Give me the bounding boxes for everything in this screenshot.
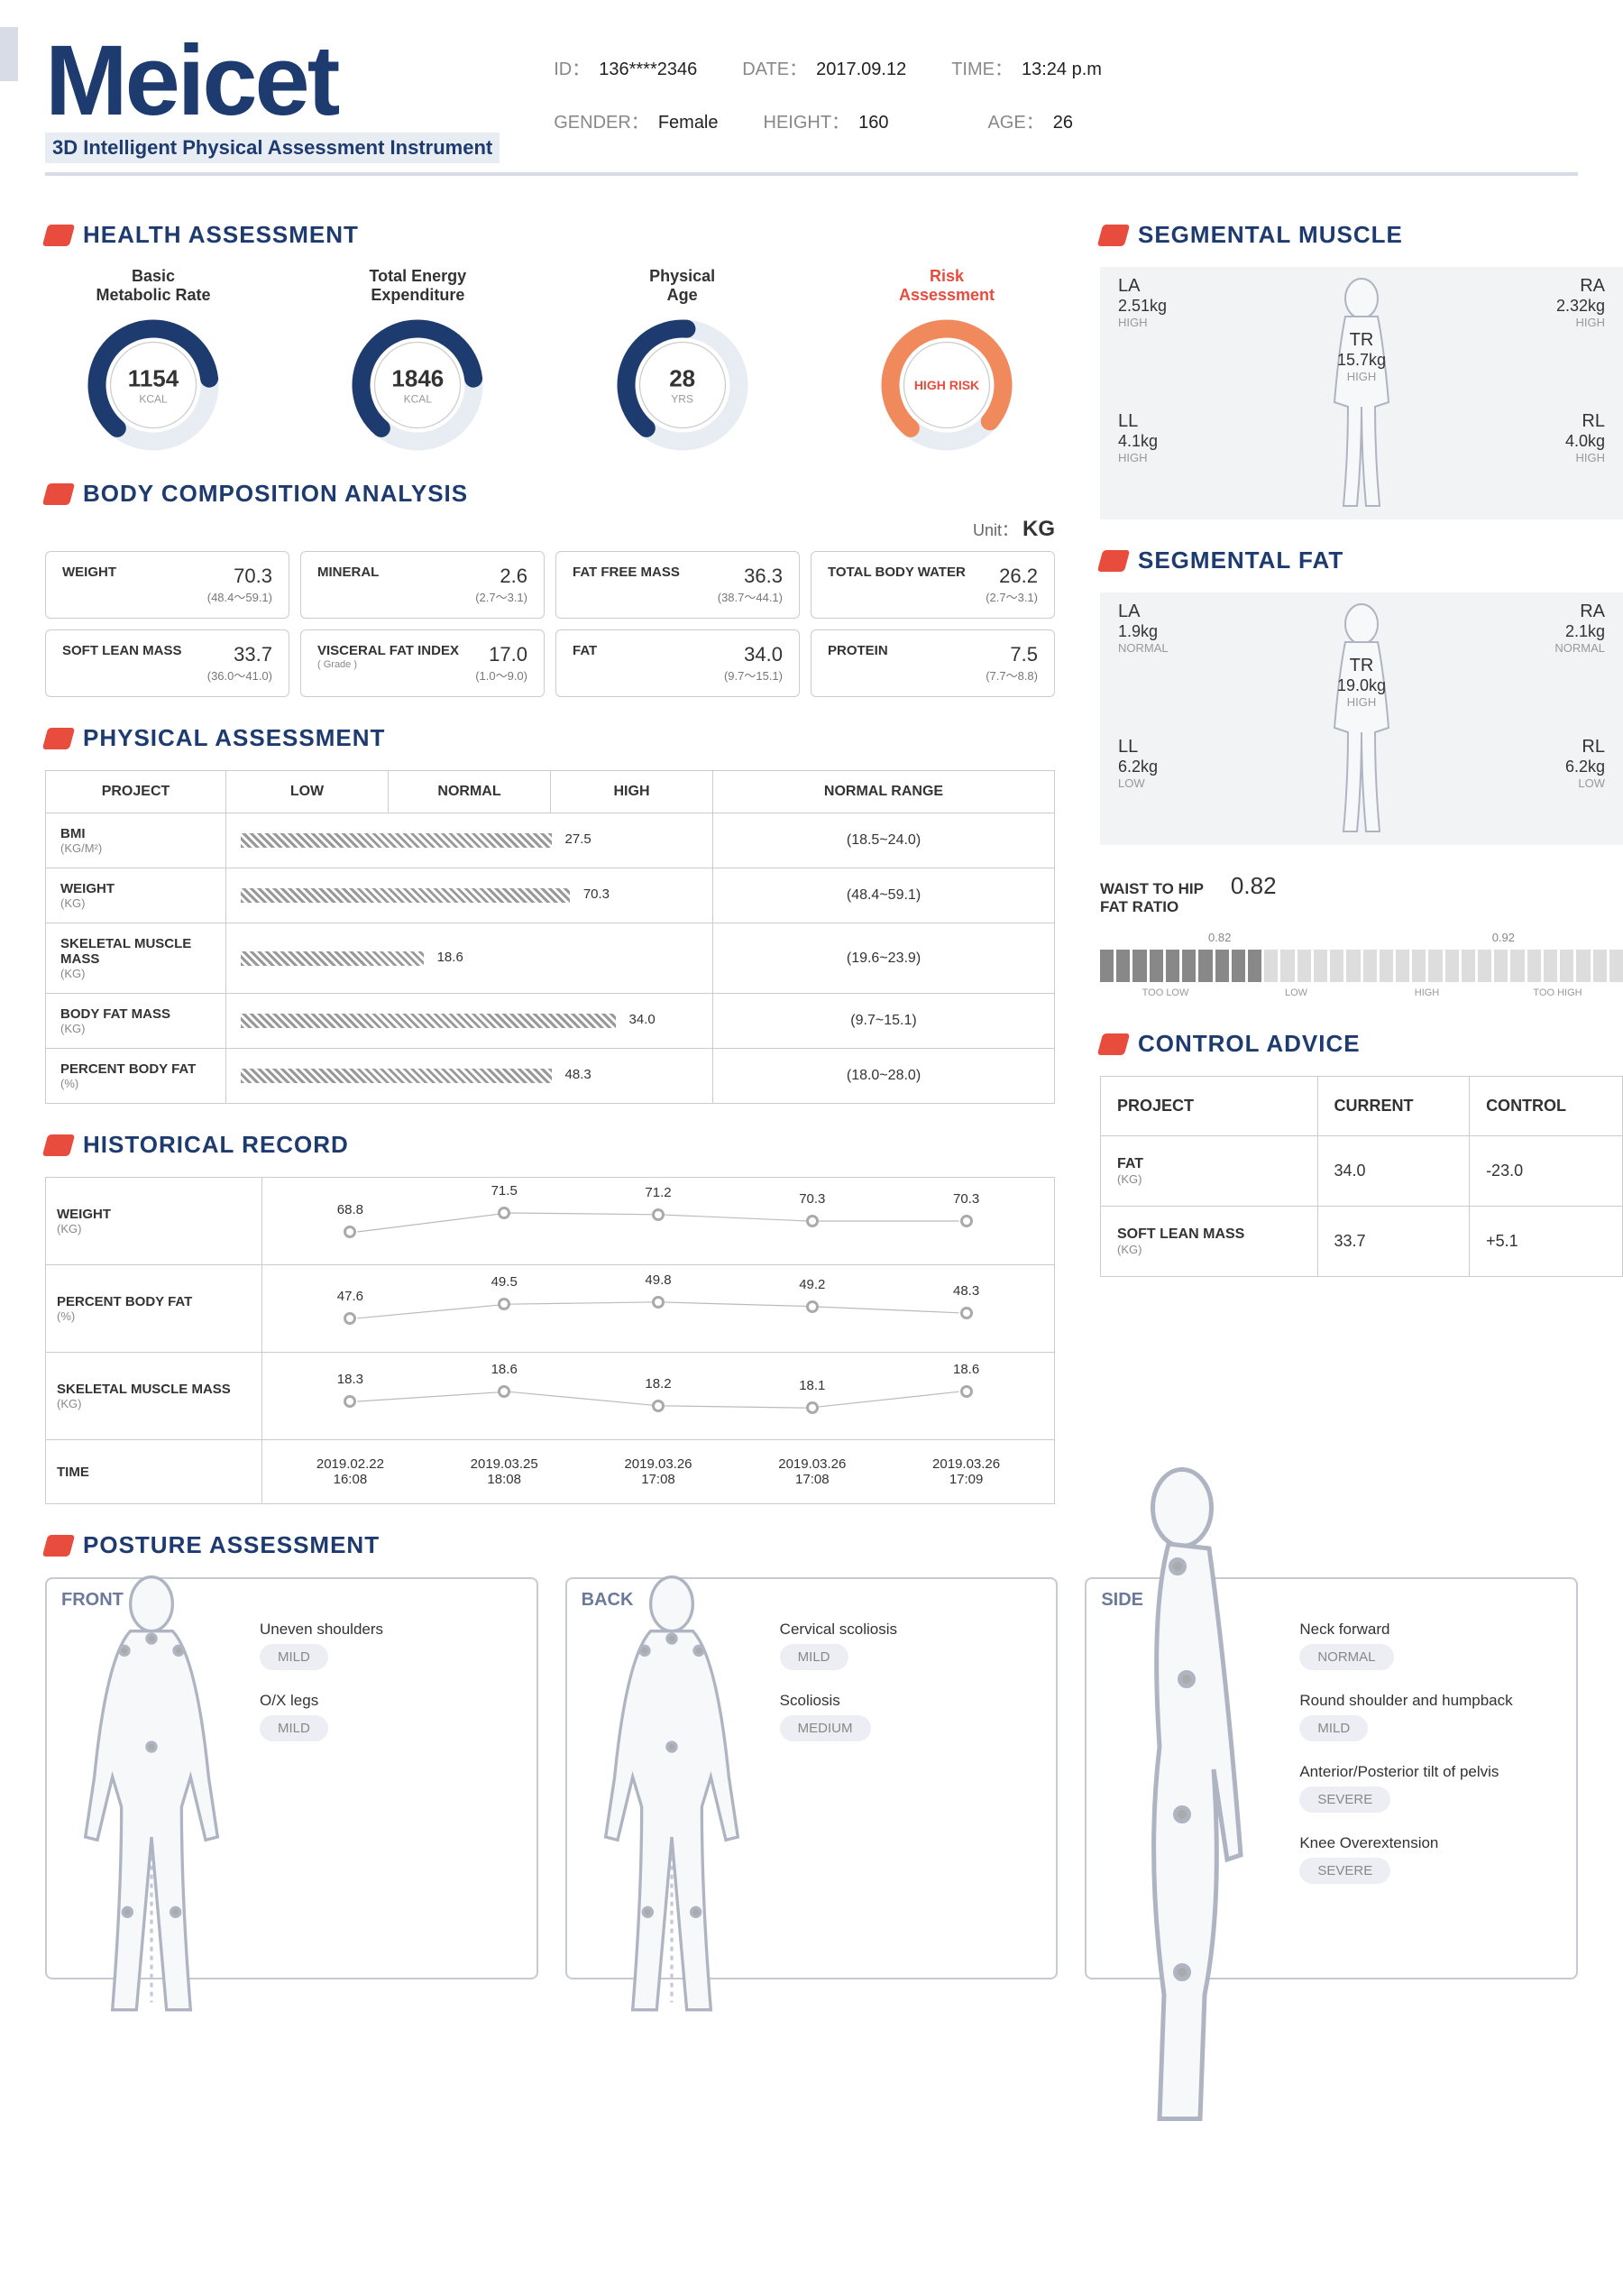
gauge-2: Physical Age 28YRS <box>592 267 773 453</box>
section-physical: PHYSICAL ASSESSMENT <box>45 724 1055 752</box>
comp-card-3: TOTAL BODY WATER26.2(2.7～3.1) <box>811 551 1055 619</box>
id-value: 136****2346 <box>599 60 697 79</box>
control-row-0: FAT(KG)34.0-23.0 <box>1101 1136 1623 1207</box>
posture-panel-front: FRONTUneven shouldersMILDO/X legsMILD <box>45 1577 538 1979</box>
segmental-muscle: LA2.51kgHIGH RA2.32kgHIGH TR15.7kgHIGH LL4.… <box>1100 267 1623 519</box>
section-posture: POSTURE ASSESSMENT <box>45 1531 1578 1559</box>
logo: Meicet 3D Intelligent Physical Assessmen… <box>45 36 500 163</box>
time-value: 13:24 p.m <box>1022 60 1102 79</box>
finding: ScoliosisMEDIUM <box>780 1692 1042 1741</box>
phys-row-1: WEIGHT(KG) 70.3 (48.4~59.1) <box>46 868 1055 923</box>
hist-row-2: SKELETAL MUSCLE MASS(KG) 18.318.618.218.… <box>46 1353 1055 1440</box>
height-label: HEIGHT： <box>764 113 850 133</box>
seg-la: LA2.51kgHIGH <box>1118 276 1167 329</box>
seg-tr: TR15.7kgHIGH <box>1337 330 1386 383</box>
comp-card-1: MINERAL2.6(2.7～3.1) <box>300 551 545 619</box>
posture-row: FRONTUneven shouldersMILDO/X legsMILDBAC… <box>45 1577 1578 1979</box>
posture-panel-side: SIDENeck forwardNORMALRound shoulder and… <box>1085 1577 1578 1979</box>
finding: Round shoulder and humpbackMILD <box>1299 1692 1562 1741</box>
gauges-row: Basic Metabolic Rate 1154KCAL Total Energ… <box>45 267 1055 453</box>
time-label: TIME： <box>951 60 1013 79</box>
control-table: PROJECTCURRENTCONTROLFAT(KG)34.0-23.0SOF… <box>1100 1076 1623 1277</box>
waist-hip-ratio: WAIST TO HIP FAT RATIO 0.82 0.820.92 TOO… <box>1100 872 1623 1003</box>
comp-card-6: FAT34.0(9.7～15.1) <box>555 629 800 697</box>
section-seg-fat: SEGMENTAL FAT <box>1100 546 1623 574</box>
finding: Anterior/Posterior tilt of pelvisSEVERE <box>1299 1763 1562 1813</box>
finding: Uneven shouldersMILD <box>260 1621 522 1670</box>
whr-bars <box>1100 950 1623 982</box>
section-historical: HISTORICAL RECORD <box>45 1131 1055 1159</box>
finding: Cervical scoliosisMILD <box>780 1621 1042 1670</box>
header: Meicet 3D Intelligent Physical Assessmen… <box>45 36 1578 176</box>
segmental-fat: LA1.9kgNORMAL RA2.1kgNORMAL TR19.0kgHIGH LL… <box>1100 592 1623 845</box>
historical-table: WEIGHT(KG) 68.871.571.270.370.3PERCENT B… <box>45 1177 1055 1504</box>
comp-card-7: PROTEIN7.5(7.7～8.8) <box>811 629 1055 697</box>
age-value: 26 <box>1053 113 1073 133</box>
height-value: 160 <box>858 113 888 133</box>
gender-value: Female <box>658 113 719 133</box>
comp-card-2: FAT FREE MASS36.3(38.7～44.1) <box>555 551 800 619</box>
gauge-1: Total Energy Expenditure 1846KCAL <box>327 267 508 453</box>
gauge-3: Risk Assessment HIGH RISK <box>857 267 1037 453</box>
finding: Neck forwardNORMAL <box>1299 1621 1562 1670</box>
seg-ll: LL6.2kgLOW <box>1118 737 1158 790</box>
age-label: AGE： <box>987 113 1043 133</box>
phys-row-4: PERCENT BODY FAT(%) 48.3 (18.0~28.0) <box>46 1049 1055 1104</box>
seg-rl: RL4.0kgHIGH <box>1565 411 1605 464</box>
physical-table: PROJECTLOWNORMALHIGHNORMAL RANGEBMI(KG/M… <box>45 770 1055 1104</box>
hist-row-0: WEIGHT(KG) 68.871.571.270.370.3 <box>46 1178 1055 1265</box>
section-body-comp: BODY COMPOSITION ANALYSIS <box>45 480 1055 508</box>
unit-label: Unit： KG <box>45 517 1055 542</box>
logo-sub: 3D Intelligent Physical Assessment Instr… <box>45 133 500 163</box>
section-seg-muscle: SEGMENTAL MUSCLE <box>1100 221 1623 249</box>
section-control: CONTROL ADVICE <box>1100 1030 1623 1058</box>
seg-la: LA1.9kgNORMAL <box>1118 602 1169 655</box>
date-label: DATE： <box>742 60 807 79</box>
posture-panel-back: BACKCervical scoliosisMILDScoliosisMEDIU… <box>565 1577 1059 1979</box>
composition-grid: WEIGHT70.3(48.4～59.1)MINERAL2.6(2.7～3.1)… <box>45 551 1055 697</box>
id-label: ID： <box>554 60 590 79</box>
phys-row-2: SKELETAL MUSCLE MASS(KG) 18.6 (19.6~23.9… <box>46 923 1055 994</box>
finding: O/X legsMILD <box>260 1692 522 1741</box>
date-value: 2017.09.12 <box>816 60 906 79</box>
comp-card-0: WEIGHT70.3(48.4～59.1) <box>45 551 289 619</box>
comp-card-4: SOFT LEAN MASS33.7(36.0～41.0) <box>45 629 289 697</box>
whr-value: 0.82 <box>1231 872 1277 900</box>
seg-ra: RA2.32kgHIGH <box>1556 276 1605 329</box>
meta-block: ID： 136****2346 DATE： 2017.09.12 TIME： 13:2… <box>554 36 1578 133</box>
whr-label: WAIST TO HIP FAT RATIO <box>1100 880 1204 916</box>
gender-label: GENDER： <box>554 113 649 133</box>
seg-ra: RA2.1kgNORMAL <box>1554 602 1605 655</box>
logo-main: Meicet <box>45 36 500 125</box>
seg-tr: TR19.0kgHIGH <box>1337 656 1386 709</box>
hist-row-1: PERCENT BODY FAT(%) 47.649.549.849.248.3 <box>46 1265 1055 1353</box>
finding: Knee OverextensionSEVERE <box>1299 1834 1562 1884</box>
seg-ll: LL4.1kgHIGH <box>1118 411 1158 464</box>
phys-row-0: BMI(KG/M²) 27.5 (18.5~24.0) <box>46 813 1055 868</box>
phys-row-3: BODY FAT MASS(KG) 34.0 (9.7~15.1) <box>46 994 1055 1049</box>
whr-zones: TOO LOWLOWHIGHTOO HIGH <box>1100 987 1623 998</box>
seg-rl: RL6.2kgLOW <box>1565 737 1605 790</box>
section-health: HEALTH ASSESSMENT <box>45 221 1055 249</box>
comp-card-5: VISCERAL FAT INDEX( Grade )17.0(1.0～9.0) <box>300 629 545 697</box>
control-row-1: SOFT LEAN MASS(KG)33.7+5.1 <box>1101 1207 1623 1277</box>
gauge-0: Basic Metabolic Rate 1154KCAL <box>63 267 243 453</box>
